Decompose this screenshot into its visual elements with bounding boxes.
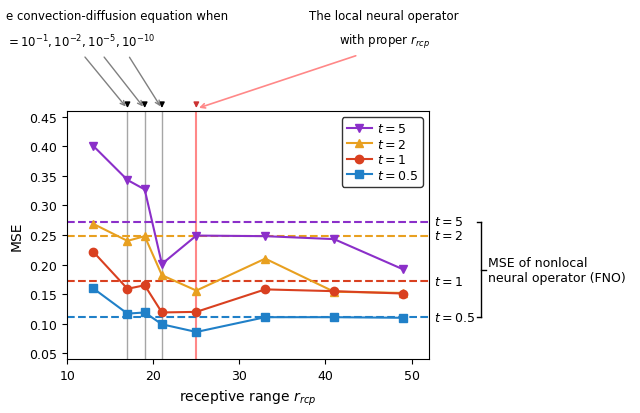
$t = 0.5$	[141, 310, 148, 315]
$t = 2$	[330, 290, 338, 294]
$t = 5$	[399, 267, 407, 272]
$t = 0.5$	[89, 286, 97, 291]
$t = 5$	[124, 178, 131, 183]
$t = 5$	[141, 188, 148, 192]
Line: $t = 5$: $t = 5$	[89, 142, 407, 274]
$t = 1$	[399, 291, 407, 296]
X-axis label: receptive range $r_{rcp}$: receptive range $r_{rcp}$	[179, 387, 317, 407]
$t = 1$	[89, 249, 97, 254]
$t = 2$	[124, 239, 131, 244]
$t = 5$	[193, 233, 200, 238]
$t = 5$	[89, 144, 97, 149]
Text: $t = 1$: $t = 1$	[434, 275, 463, 288]
$t = 2$	[193, 288, 200, 293]
$t = 0.5$	[193, 330, 200, 335]
$t = 0.5$	[261, 315, 269, 320]
Text: e convection-diffusion equation when: e convection-diffusion equation when	[6, 10, 228, 23]
$t = 0.5$	[399, 316, 407, 320]
$t = 2$	[89, 222, 97, 227]
$t = 1$	[330, 289, 338, 294]
$t = 2$	[158, 273, 166, 278]
$t = 0.5$	[158, 322, 166, 327]
$t = 5$	[261, 234, 269, 239]
$t = 1$	[141, 283, 148, 288]
$t = 5$	[330, 237, 338, 242]
$t = 1$	[261, 287, 269, 292]
Text: $t = 0.5$: $t = 0.5$	[434, 311, 475, 324]
Text: $t = 2$: $t = 2$	[434, 230, 463, 242]
$t = 2$	[141, 234, 148, 239]
Text: MSE of nonlocal
neural operator (FNO): MSE of nonlocal neural operator (FNO)	[488, 256, 625, 284]
Line: $t = 0.5$: $t = 0.5$	[89, 285, 407, 336]
$t = 0.5$	[330, 315, 338, 320]
Line: $t = 1$: $t = 1$	[89, 248, 407, 317]
$t = 1$	[124, 287, 131, 292]
$t = 1$	[193, 310, 200, 315]
$t = 5$	[158, 262, 166, 267]
Text: $t = 5$: $t = 5$	[434, 216, 463, 229]
Legend: $t = 5$, $t = 2$, $t = 1$, $t = 0.5$: $t = 5$, $t = 2$, $t = 1$, $t = 0.5$	[342, 118, 422, 187]
Y-axis label: MSE: MSE	[10, 221, 24, 250]
Line: $t = 2$: $t = 2$	[89, 220, 407, 297]
$t = 1$	[158, 310, 166, 315]
Text: The local neural operator: The local neural operator	[309, 10, 459, 23]
Text: with proper $r_{rcp}$: with proper $r_{rcp}$	[339, 33, 429, 51]
$t = 0.5$	[124, 311, 131, 316]
$t = 2$	[261, 256, 269, 261]
Text: $= 10^{-1}, 10^{-2}, 10^{-5}, 10^{-10}$: $= 10^{-1}, 10^{-2}, 10^{-5}, 10^{-10}$	[6, 33, 156, 51]
$t = 2$	[399, 291, 407, 296]
